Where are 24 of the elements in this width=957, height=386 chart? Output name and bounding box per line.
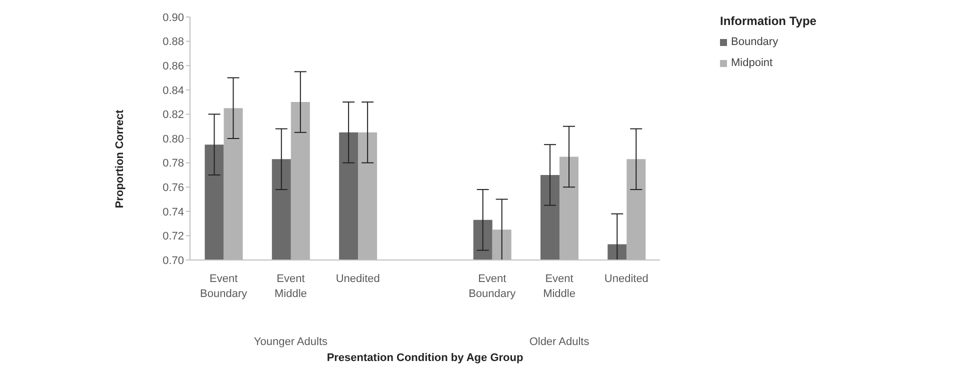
text: Younger Adults [252, 336, 329, 348]
y-tick-label: 0.78 [162, 158, 184, 170]
x-tick-label: Event Boundary [200, 273, 248, 300]
y-tick-label: 0.84 [162, 84, 184, 97]
y-tick-label: 0.72 [162, 230, 184, 243]
y-tick-label: 0.74 [162, 206, 184, 218]
x-tick-label: Event Middle [543, 273, 576, 300]
legend-label: Midpoint [731, 57, 773, 69]
y-tick-label: 0.82 [162, 109, 184, 122]
x-tick-label: Event Middle [274, 273, 307, 300]
x-axis-title: Presentation Condition by Age Group [326, 352, 524, 364]
x-tick-label: Event Boundary [468, 273, 516, 300]
x-tick-label: Unedited [336, 273, 380, 285]
x-tick-label: Unedited [604, 273, 648, 285]
y-axis-title: Proportion Correct [114, 109, 126, 208]
y-tick-label: 0.86 [162, 60, 184, 73]
y-tick-label: 0.90 [162, 12, 184, 24]
text: Older Adults [528, 336, 590, 348]
y-tick-label: 0.88 [162, 36, 184, 48]
y-tick-label: 0.70 [162, 254, 184, 267]
y-tick-label: 0.76 [162, 182, 184, 194]
y-tick-label: 0.80 [162, 133, 184, 146]
legend-title: Information Type [720, 14, 816, 28]
legend-label: Boundary [731, 36, 778, 48]
